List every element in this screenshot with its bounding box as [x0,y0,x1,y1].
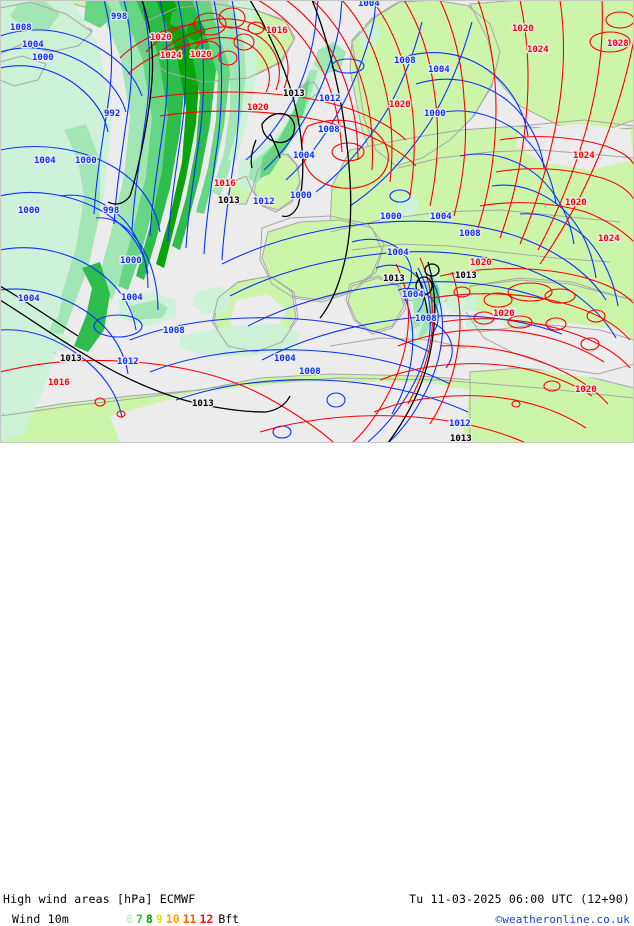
isobar-label: 1004 [430,212,452,222]
isobar-label: 1000 [75,156,97,166]
isobar-high-layer [0,0,634,443]
beaufort-step-11: 11 [182,912,197,926]
isobar-label: 1004 [18,294,40,304]
isobar-label: 1013 [283,89,305,99]
isobar-label: 1020 [389,100,411,110]
isobar-label: 1013 [60,354,82,364]
beaufort-step-10: 10 [165,912,180,926]
isobar-label: 1020 [247,103,269,113]
isobar-label: 1016 [214,179,236,189]
weather-map[interactable]: 1008 1004 1000 998 992 1004 1000 998 1000 1000 100… [0,0,634,443]
beaufort-unit-label: Bft [218,912,240,926]
isobar-label: 1008 [318,125,340,135]
isobar-label: 1013 [218,196,240,206]
isobar-label: 1013 [455,271,477,281]
isobar-1013-layer [0,0,440,443]
isobar-label: 1013 [192,399,214,409]
isobar-label: 1012 [319,94,341,104]
beaufort-step-8: 8 [145,912,153,926]
isobar-label: 1004 [402,290,424,300]
isobar-label: 1016 [266,26,288,36]
isobar-label: 1000 [380,212,402,222]
isobar-label: 1012 [253,197,275,207]
isobar-label: 1004 [428,65,450,75]
beaufort-step-6: 6 [126,912,133,926]
isobar-label: 1000 [18,206,40,216]
parameter-label: Wind 10m [12,912,69,926]
isobar-label: 1012 [117,357,139,367]
isobar-label: 1012 [449,419,471,429]
isobar-label: 1020 [565,198,587,208]
isobar-label: 1024 [160,51,182,61]
isobar-label: 1000 [120,256,142,266]
isobar-label: 1028 [607,39,629,49]
isobar-label: 1016 [48,378,70,388]
isobar-label: 998 [111,12,127,22]
isobar-label: 1024 [573,151,595,161]
isobar-label: 1020 [512,24,534,34]
isobar-label: 1004 [121,293,143,303]
isobar-label: 1008 [163,326,185,336]
isobar-label: 1004 [387,248,409,258]
isobar-label: 1013 [383,274,405,284]
copyright-label: ©weatheronline.co.uk [495,913,630,926]
isobar-label: 1020 [493,309,515,319]
isobar-label: 992 [104,109,120,119]
isobar-label: 1008 [299,367,321,377]
beaufort-step-9: 9 [155,912,163,926]
isobar-low-layer [0,0,619,443]
isobar-label: 1004 [293,151,315,161]
isobar-label: 1008 [394,56,416,66]
isobar-label: 1020 [575,385,597,395]
isobar-label: 1004 [358,0,380,9]
isobar-label: 1020 [190,50,212,60]
isobar-label: 1000 [32,53,54,63]
isobar-label: 1004 [274,354,296,364]
valid-time-label: Tu 11-03-2025 06:00 UTC (12+90) [409,892,630,906]
isobar-label: 1013 [450,434,472,443]
isobar-label: 1008 [459,229,481,239]
isobar-label: 1008 [10,23,32,33]
isobar-label: 1000 [290,191,312,201]
beaufort-step-7: 7 [135,912,143,926]
isobar-label: 1024 [527,45,549,55]
isobar-label: 1024 [598,234,620,244]
isobar-label: 1008 [415,314,437,324]
isobar-label: 1020 [150,33,172,43]
coastline-layer [0,0,634,417]
isobar-label: 1004 [34,156,56,166]
beaufort-step-12: 12 [199,912,214,926]
map-footer: High wind areas [hPa] ECMWF Tu 11-03-202… [0,443,634,926]
isobar-label: 1000 [424,109,446,119]
beaufort-legend: 6 7 8 9 10 11 12 Bft [126,912,242,926]
isobar-label: 1004 [22,40,44,50]
isobar-label: 998 [103,206,119,216]
chart-title: High wind areas [hPa] ECMWF [3,892,196,906]
isobar-label: 1020 [470,258,492,268]
